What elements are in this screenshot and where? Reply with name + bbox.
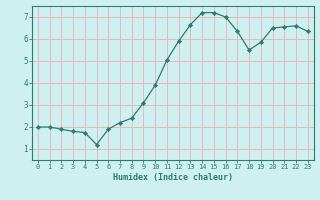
X-axis label: Humidex (Indice chaleur): Humidex (Indice chaleur) — [113, 173, 233, 182]
